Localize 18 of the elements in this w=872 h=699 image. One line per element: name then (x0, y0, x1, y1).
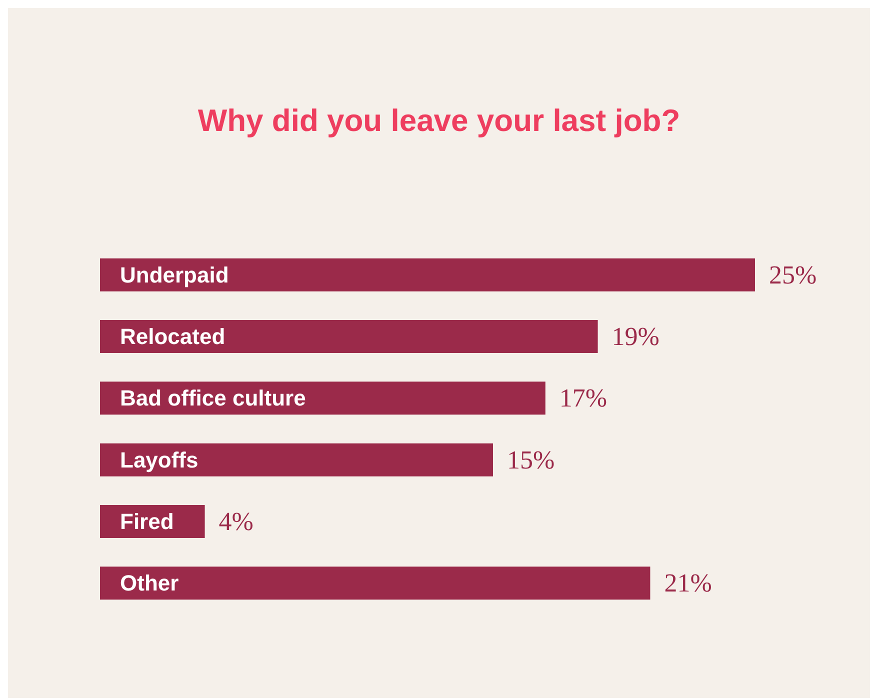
data-label: 15% (507, 445, 555, 474)
y-tick-label: Underpaid (120, 262, 229, 288)
data-label: 4% (218, 507, 254, 536)
data-label: 19% (612, 322, 660, 351)
y-tick-label: Fired (120, 509, 174, 534)
chart-title: Why did you leave your last job? (198, 103, 680, 138)
bar (100, 258, 755, 292)
bar (100, 320, 598, 353)
y-tick-label: Layoffs (120, 447, 198, 472)
data-label: 21% (664, 568, 712, 598)
bar (100, 443, 493, 476)
y-tick-label: Bad office culture (120, 386, 306, 411)
data-label: 25% (769, 260, 817, 290)
y-tick-label: Relocated (120, 324, 226, 349)
bar (100, 382, 546, 415)
y-tick-label: Other (120, 570, 180, 596)
data-label: 17% (559, 384, 608, 413)
bar (100, 566, 650, 600)
